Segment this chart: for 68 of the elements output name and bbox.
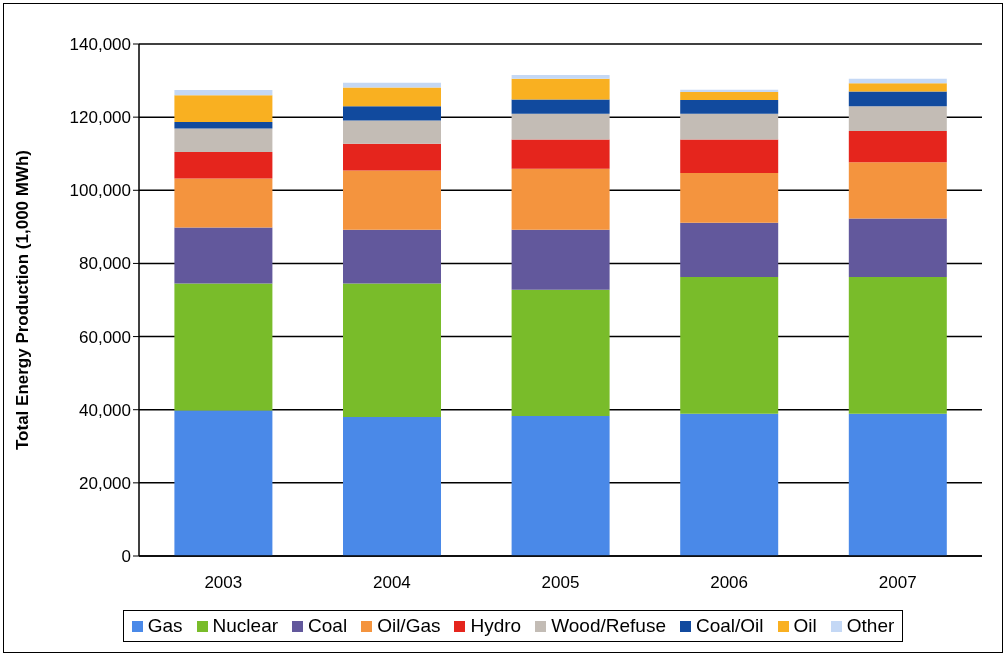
bar <box>848 276 947 414</box>
x-tick-label: 2004 <box>372 573 411 593</box>
bar <box>848 413 947 556</box>
bar <box>848 106 947 132</box>
bar <box>174 227 273 284</box>
bar <box>343 229 442 284</box>
y-axis-title: Total Energy Production (1,000 MWh) <box>13 149 33 451</box>
bar <box>174 121 273 129</box>
bar <box>848 83 947 92</box>
bar <box>511 289 610 416</box>
x-tick-label: 2005 <box>541 573 580 593</box>
bar <box>343 82 442 88</box>
bar <box>174 95 273 122</box>
bar <box>511 75 610 79</box>
y-tick-label: 40,000 <box>79 400 131 420</box>
bar <box>174 283 273 411</box>
x-tick-label: 2007 <box>878 573 917 593</box>
y-tick-label: 0 <box>121 547 131 567</box>
bar <box>343 106 442 121</box>
bar <box>343 120 442 144</box>
y-tick-label: 80,000 <box>79 254 131 274</box>
legend-label: Hydro <box>469 615 522 637</box>
bar <box>680 99 779 114</box>
bar <box>848 91 947 107</box>
bar <box>848 162 947 219</box>
y-tick-label: 120,000 <box>69 108 131 128</box>
bar <box>343 283 442 418</box>
bar <box>680 91 779 100</box>
legend-label: Wood/Refuse <box>550 615 666 637</box>
bar <box>343 143 442 171</box>
bar <box>511 168 610 230</box>
y-tick-label: 100,000 <box>69 181 131 201</box>
bar <box>511 113 610 140</box>
y-tick-label: 140,000 <box>69 35 131 55</box>
bar <box>343 170 442 230</box>
legend-label: Coal/Oil <box>694 615 764 637</box>
legend-label: Gas <box>146 615 183 637</box>
bar <box>511 415 610 556</box>
bar <box>174 410 273 556</box>
legend-label: Oil <box>792 615 817 637</box>
legend-label: Other <box>845 615 895 637</box>
bar <box>680 413 779 556</box>
bar <box>680 276 779 414</box>
bar <box>848 78 947 84</box>
y-tick-label: 60,000 <box>79 327 131 347</box>
bar <box>680 222 779 277</box>
bar <box>680 89 779 92</box>
bar <box>680 113 779 140</box>
bar <box>511 229 610 290</box>
bar <box>848 131 947 163</box>
bar <box>680 173 779 223</box>
bar <box>343 87 442 107</box>
y-tick-label: 20,000 <box>79 473 131 493</box>
bar <box>343 417 442 556</box>
bar <box>511 99 610 114</box>
bar <box>174 90 273 96</box>
x-tick-label: 2006 <box>710 573 749 593</box>
bar <box>174 128 273 152</box>
bar <box>174 151 273 179</box>
bar <box>848 218 947 277</box>
legend-label: Nuclear <box>211 615 279 637</box>
bar <box>174 178 273 228</box>
legend-label: Coal <box>307 615 348 637</box>
bar <box>680 139 779 174</box>
bar <box>511 78 610 100</box>
legend-label: Oil/Gas <box>376 615 441 637</box>
bar <box>511 139 610 169</box>
x-tick-label: 2003 <box>204 573 243 593</box>
